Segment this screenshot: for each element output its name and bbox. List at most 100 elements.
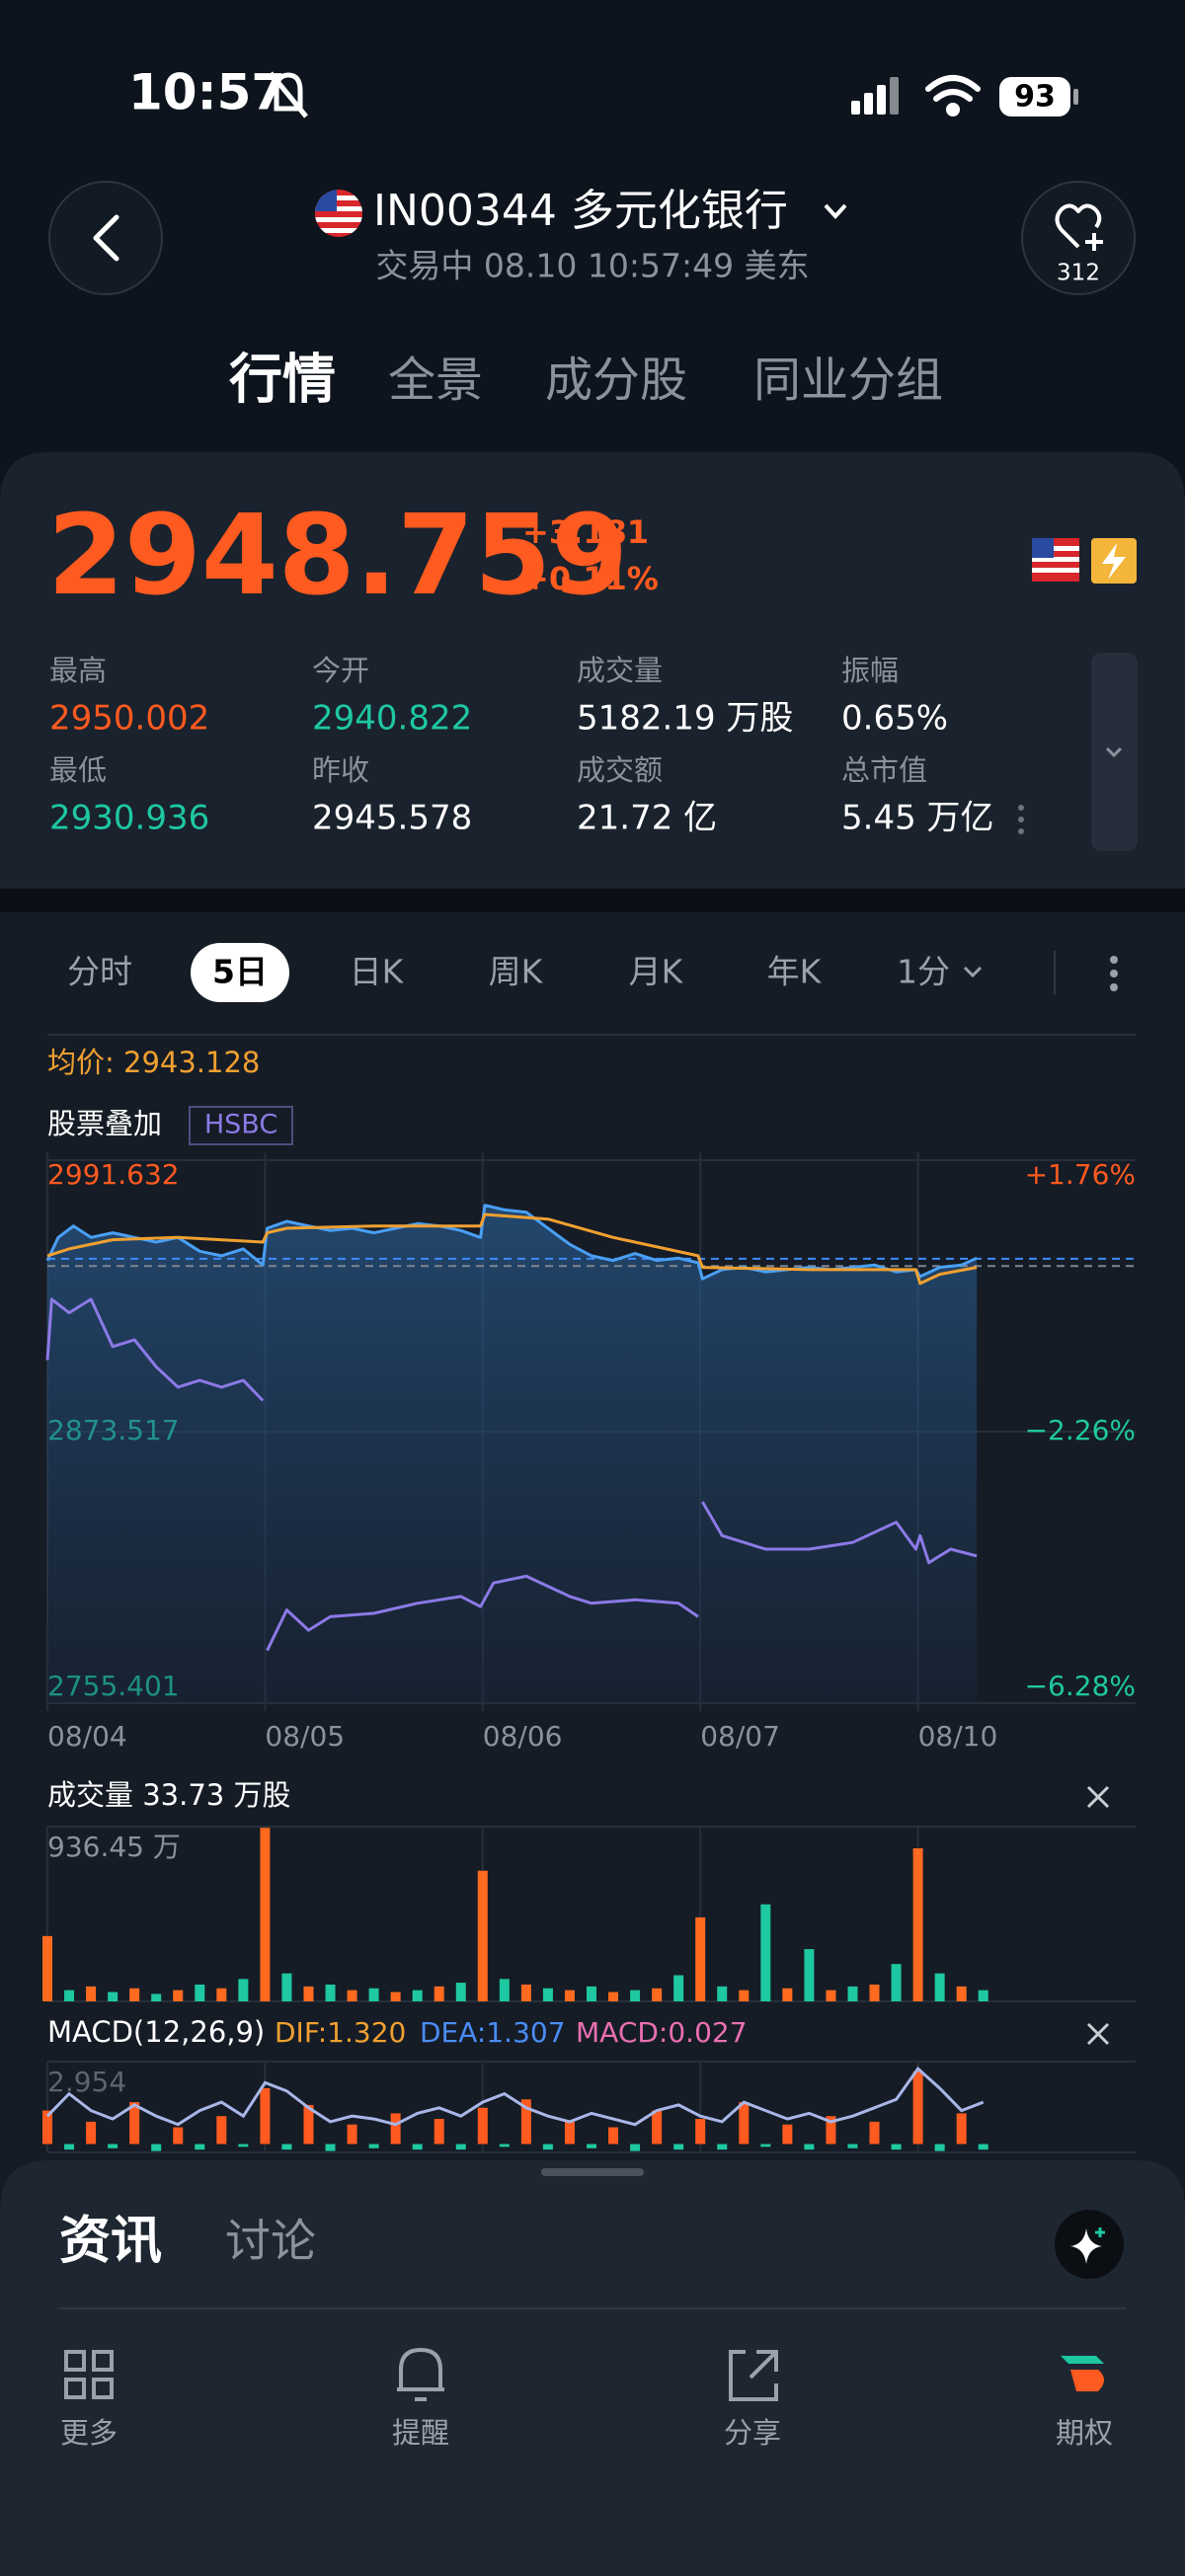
bar	[477, 1870, 488, 2001]
bar	[238, 1979, 249, 2001]
bar	[978, 2144, 988, 2150]
header-subtitle: 交易中 08.10 10:57:49 美东	[375, 247, 809, 285]
bar	[760, 2144, 771, 2147]
sheet-handle[interactable]	[541, 2168, 644, 2176]
bar	[630, 2144, 641, 2151]
period-dropdown[interactable]	[963, 966, 983, 978]
nav-label[interactable]: 更多	[60, 2416, 118, 2450]
bar	[412, 1990, 423, 2001]
bar	[281, 2144, 292, 2150]
bar	[542, 2144, 553, 2150]
battery	[999, 77, 1070, 117]
bar	[129, 1988, 140, 2001]
nav-icon-more[interactable]	[64, 2350, 114, 2399]
bar	[847, 1986, 858, 2001]
bar	[956, 2113, 967, 2145]
bar	[260, 2087, 271, 2145]
wifi-icon	[925, 75, 981, 117]
bar	[847, 2144, 858, 2148]
bar	[630, 1990, 641, 2001]
favorite-button[interactable]	[1021, 181, 1136, 295]
bar	[891, 2144, 902, 2150]
battery-level: 93	[1014, 80, 1056, 115]
bar	[303, 1986, 314, 2001]
stat-value: 2940.822	[312, 699, 472, 739]
close-macd[interactable]	[1086, 2022, 1110, 2046]
realtime-badge	[1091, 538, 1137, 584]
tab[interactable]: 全景	[388, 352, 483, 408]
bar	[739, 1990, 750, 2001]
bar	[826, 2116, 836, 2145]
stat-label: 总市值	[841, 753, 927, 787]
sheet-tab[interactable]: 资讯	[59, 2212, 162, 2271]
nav-label[interactable]: 分享	[724, 2416, 781, 2450]
bar	[325, 1984, 336, 2001]
period-tab[interactable]: 5日	[212, 953, 268, 991]
avg-price: 均价: 2943.128	[47, 1046, 260, 1079]
expand-button[interactable]	[1091, 653, 1138, 851]
legend-entry[interactable]: HSBC	[204, 1110, 277, 1140]
bar	[281, 1973, 292, 2001]
bar	[520, 2099, 531, 2145]
quote-change-pct: +0.11%	[522, 560, 659, 597]
bar	[151, 2144, 162, 2151]
period-tab[interactable]: 1分	[897, 953, 950, 991]
bar	[412, 2144, 423, 2150]
favorite-count: 312	[1057, 261, 1100, 286]
bar	[86, 1986, 97, 2001]
bar	[608, 2127, 619, 2145]
legend-entry: MACD:0.027	[576, 2016, 748, 2049]
bar	[934, 2144, 945, 2151]
bar	[869, 2121, 880, 2145]
bar	[673, 1975, 684, 2001]
nav-label[interactable]: 期权	[1056, 2416, 1113, 2450]
quote-card	[0, 452, 1185, 889]
close-volume[interactable]	[1086, 1785, 1110, 1809]
bottom-tabs: 资讯 讨论	[59, 2212, 316, 2271]
bar	[434, 1986, 444, 2001]
sheet-tab[interactable]: 讨论	[225, 2215, 316, 2268]
bar	[587, 2144, 596, 2148]
stat-label: 振幅	[841, 654, 899, 687]
title-dropdown[interactable]	[824, 203, 847, 219]
stat-value: 21.72 亿	[577, 799, 717, 838]
market-flag	[1032, 538, 1079, 582]
stat-value: 2950.002	[49, 699, 209, 739]
x-tick-label: 08/04	[47, 1720, 127, 1753]
back-button[interactable]	[48, 181, 163, 295]
stat-value: 2945.578	[312, 799, 472, 838]
bar	[368, 2144, 379, 2148]
bar	[64, 1990, 75, 2001]
period-tab[interactable]: 年K	[767, 953, 823, 991]
nav-label[interactable]: 提醒	[392, 2416, 449, 2450]
period-tab[interactable]: 分时	[67, 953, 132, 991]
bar	[173, 2127, 184, 2145]
nav-icon-share[interactable]	[729, 2350, 778, 2401]
period-tab[interactable]: 周K	[489, 953, 544, 991]
bar	[652, 2110, 663, 2145]
nav-icon-options[interactable]	[1061, 2356, 1104, 2391]
bar	[542, 1988, 553, 2001]
period-tab[interactable]: 日K	[350, 953, 405, 991]
signal-icon	[851, 77, 899, 115]
header-title[interactable]: IN00344 多元化银行	[373, 186, 788, 236]
x-tick-label: 08/07	[700, 1720, 780, 1753]
bar	[587, 1986, 596, 2001]
bar	[978, 1990, 988, 2001]
period-menu[interactable]	[1110, 956, 1118, 991]
series-line	[46, 1212, 978, 1286]
stat-value: 5.45 万亿	[841, 799, 994, 838]
period-tab[interactable]: 月K	[629, 953, 684, 991]
y-tick-label: 2991.632	[47, 1158, 180, 1191]
tab[interactable]: 成分股	[545, 352, 687, 408]
tab[interactable]: 同业分组	[753, 352, 943, 408]
nav-icon-alert[interactable]	[397, 2347, 444, 2401]
overlay-chip[interactable]	[189, 1106, 293, 1145]
tab[interactable]: 行情	[229, 349, 336, 411]
ai-button[interactable]	[1055, 2210, 1124, 2279]
bar	[739, 2102, 750, 2145]
bar	[564, 2121, 575, 2145]
stat-label: 成交量	[577, 654, 663, 687]
bar	[151, 1993, 162, 2001]
